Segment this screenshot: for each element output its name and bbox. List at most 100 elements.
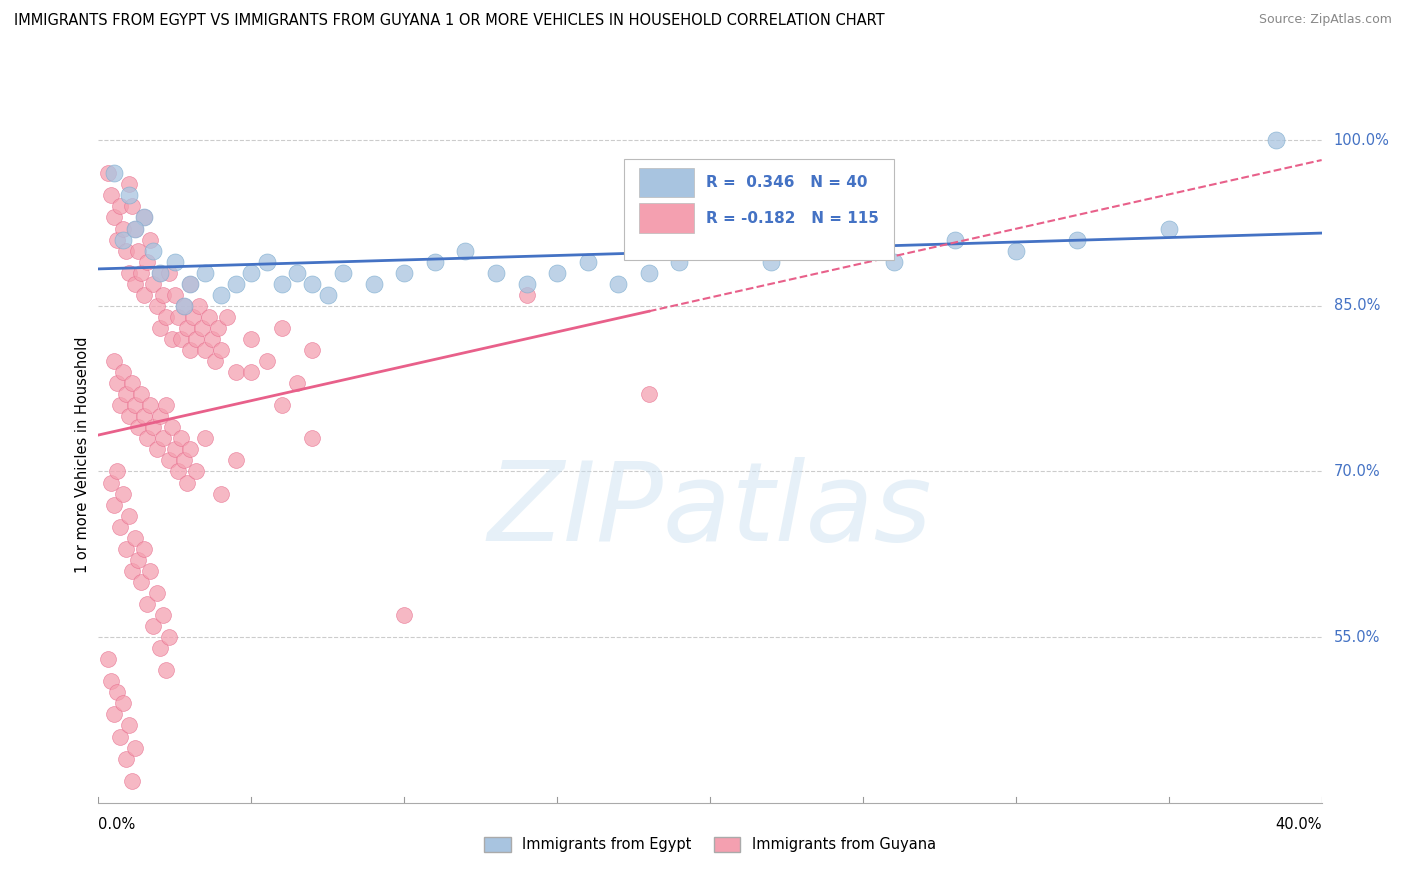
Point [97,166,120,180]
Point [118,266,141,280]
Point [285,266,308,280]
Text: 55.0%: 55.0% [1334,630,1381,645]
Point [145,586,167,600]
Point [103,354,125,368]
Point [127,244,149,258]
Point [118,508,141,523]
Point [363,277,385,291]
Point [124,221,146,235]
Point [157,266,180,280]
Point [111,221,134,235]
Point [176,475,198,490]
Point [179,442,201,457]
Point [149,266,172,280]
Point [173,299,195,313]
Point [124,740,146,755]
Point [191,321,214,335]
Point [139,398,162,412]
Point [1066,233,1088,247]
Text: R =  0.346   N = 40: R = 0.346 N = 40 [706,175,868,190]
Point [209,486,232,500]
Point [136,254,159,268]
Point [108,519,131,533]
Point [97,652,120,666]
Point [225,277,247,291]
Point [485,266,508,280]
Point [301,277,323,291]
Point [155,310,177,324]
Point [152,431,174,445]
Point [181,310,204,324]
Point [256,254,278,268]
Point [108,199,131,213]
Point [115,244,138,258]
Point [516,287,538,301]
Point [108,730,131,744]
Point [124,221,146,235]
Point [668,254,690,268]
Point [129,266,152,280]
Point [167,310,190,324]
Point [454,244,477,258]
Point [103,211,125,225]
Point [157,630,180,644]
Point [167,465,190,479]
Text: 0.0%: 0.0% [98,817,135,831]
Point [209,287,232,301]
Point [1157,221,1180,235]
Point [170,332,193,346]
Point [301,431,323,445]
Point [163,287,186,301]
Point [142,619,165,633]
Point [209,343,232,357]
Point [194,343,217,357]
Point [392,266,416,280]
Point [152,287,174,301]
Point [240,332,263,346]
Point [142,277,165,291]
Text: R = -0.182   N = 115: R = -0.182 N = 115 [706,211,879,226]
Point [115,541,138,556]
Point [157,453,180,467]
Point [121,564,143,578]
Point [197,310,219,324]
Point [145,442,167,457]
Y-axis label: 1 or more Vehicles in Household: 1 or more Vehicles in Household [75,336,90,574]
Point [127,420,149,434]
Point [100,475,122,490]
Point [1004,244,1026,258]
Point [134,287,156,301]
Point [270,398,294,412]
Point [149,641,172,656]
Point [160,420,183,434]
Text: 100.0%: 100.0% [1334,133,1389,148]
Point [100,188,122,202]
Point [149,409,172,424]
Point [111,233,134,247]
Point [943,233,966,247]
Point [821,244,844,258]
Point [225,365,247,379]
Point [111,486,134,500]
Text: ZIPatlas: ZIPatlas [488,457,932,564]
Point [124,277,146,291]
Point [121,376,143,391]
Point [136,597,159,611]
Point [546,266,568,280]
Point [761,254,783,268]
Point [186,465,208,479]
Point [176,321,198,335]
Point [105,465,128,479]
Point [170,431,193,445]
Point [118,188,141,202]
Point [215,310,238,324]
Point [149,321,172,335]
Point [115,751,138,765]
Point [136,431,159,445]
Text: IMMIGRANTS FROM EGYPT VS IMMIGRANTS FROM GUYANA 1 OR MORE VEHICLES IN HOUSEHOLD : IMMIGRANTS FROM EGYPT VS IMMIGRANTS FROM… [14,13,884,29]
Point [423,254,446,268]
Text: 85.0%: 85.0% [1334,298,1381,313]
Point [1264,133,1286,147]
Point [194,431,217,445]
Point [103,707,125,722]
